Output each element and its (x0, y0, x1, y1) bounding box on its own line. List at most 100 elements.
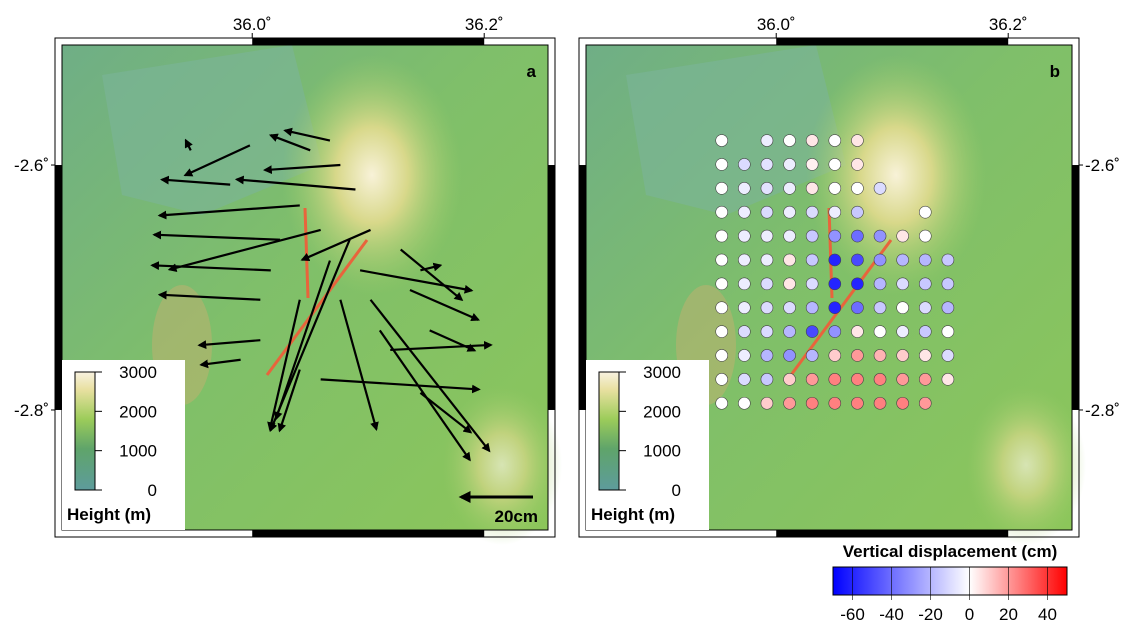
displacement-dot (851, 397, 863, 409)
displacement-dot (806, 278, 818, 290)
displacement-dot (716, 302, 728, 314)
colorbar-tick-label: 0 (965, 605, 974, 624)
displacement-dot (942, 373, 954, 385)
frame-bar (1072, 165, 1079, 410)
displacement-dot (851, 349, 863, 361)
displacement-dot (761, 349, 773, 361)
frame-bar (252, 530, 484, 537)
displacement-dot (738, 349, 750, 361)
displacement-dot (784, 158, 796, 170)
displacement-dot (829, 158, 841, 170)
colorbar-tick-label: -40 (879, 605, 904, 624)
displacement-dot (897, 326, 909, 338)
displacement-dot (716, 349, 728, 361)
displacement-dot (806, 182, 818, 194)
frame-bar (548, 165, 555, 410)
displacement-dot (716, 158, 728, 170)
displacement-dot (829, 278, 841, 290)
displacement-dot (806, 135, 818, 147)
displacement-dot (897, 302, 909, 314)
frame-bar (579, 165, 586, 410)
frame-bar (252, 38, 484, 45)
displacement-dot (738, 397, 750, 409)
displacement-dot (897, 373, 909, 385)
displacement-dot (829, 326, 841, 338)
displacement-dot (738, 158, 750, 170)
x-tick-label: 36.2˚ (989, 15, 1028, 34)
displacement-dot (919, 326, 931, 338)
displacement-dot (738, 230, 750, 242)
y-tick-label: -2.8˚ (1085, 401, 1120, 420)
displacement-dot (738, 373, 750, 385)
displacement-dot (829, 206, 841, 218)
displacement-dot (716, 230, 728, 242)
displacement-dot (851, 254, 863, 266)
colorbar-tick-label: -60 (840, 605, 865, 624)
frame-bar (55, 165, 62, 410)
displacement-dot (716, 326, 728, 338)
displacement-dot (806, 302, 818, 314)
colorbar-tick-label: 20 (999, 605, 1018, 624)
displacement-dot (829, 373, 841, 385)
displacement-dot (716, 254, 728, 266)
ridge (966, 385, 1086, 545)
displacement-dot (716, 373, 728, 385)
displacement-dot (806, 206, 818, 218)
panel-label: a (527, 62, 537, 81)
height-tick-label: 1000 (643, 442, 681, 461)
height-bar (599, 372, 619, 490)
displacement-dot (806, 254, 818, 266)
displacement-dot (919, 397, 931, 409)
displacement-dot (738, 206, 750, 218)
displacement-dot (806, 349, 818, 361)
displacement-dot (738, 278, 750, 290)
displacement-dot (806, 158, 818, 170)
displacement-dot (738, 254, 750, 266)
displacement-dot (919, 373, 931, 385)
displacement-dot (874, 349, 886, 361)
height-tick-label: 2000 (119, 402, 157, 421)
displacement-dot (942, 349, 954, 361)
displacement-dot (806, 397, 818, 409)
displacement-dot (806, 373, 818, 385)
displacement-dot (897, 230, 909, 242)
displacement-dot (874, 254, 886, 266)
displacement-dot (851, 182, 863, 194)
height-tick-label: 0 (148, 481, 157, 500)
displacement-dot (851, 135, 863, 147)
frame-bar (776, 530, 1008, 537)
displacement-dot (874, 397, 886, 409)
peak (282, 55, 462, 295)
displacement-dot (874, 278, 886, 290)
y-tick-label: -2.6˚ (1085, 156, 1120, 175)
displacement-dot (716, 278, 728, 290)
displacement-dot (851, 302, 863, 314)
displacement-dot (761, 373, 773, 385)
displacement-dot (761, 397, 773, 409)
height-title: Height (m) (67, 505, 151, 524)
displacement-dot (761, 326, 773, 338)
displacement-dot (784, 206, 796, 218)
displacement-dot (716, 397, 728, 409)
colorbar-title: Vertical displacement (cm) (843, 542, 1057, 561)
displacement-dot (784, 254, 796, 266)
displacement-dot (738, 326, 750, 338)
displacement-dot (806, 230, 818, 242)
displacement-dot (761, 206, 773, 218)
displacement-dot (851, 158, 863, 170)
displacement-dot (784, 326, 796, 338)
displacement-dot (942, 326, 954, 338)
displacement-dot (919, 278, 931, 290)
displacement-dot (829, 302, 841, 314)
scale-label: 20cm (495, 507, 538, 526)
displacement-dot (829, 230, 841, 242)
frame-bar (776, 38, 1008, 45)
height-bar (75, 372, 95, 490)
displacement-dot (761, 254, 773, 266)
displacement-dot (829, 135, 841, 147)
height-tick-label: 2000 (643, 402, 681, 421)
displacement-dot (806, 326, 818, 338)
displacement-dot (919, 302, 931, 314)
displacement-dot (942, 254, 954, 266)
displacement-dot (716, 182, 728, 194)
